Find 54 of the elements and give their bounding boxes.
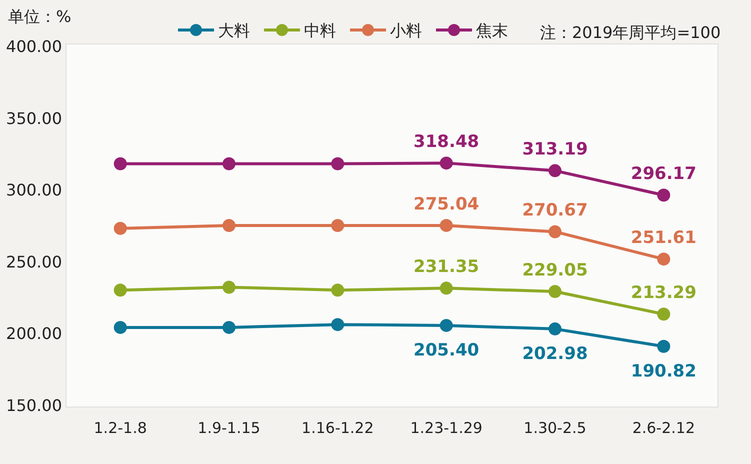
y-tick-label: 200.00 — [6, 324, 62, 344]
point — [657, 340, 670, 353]
x-tick-label: 2.6-2.12 — [632, 419, 696, 437]
point — [331, 219, 344, 232]
data-label: 318.48 — [414, 132, 480, 152]
data-label: 231.35 — [414, 257, 480, 278]
point — [548, 164, 562, 178]
point — [440, 156, 453, 170]
point — [548, 284, 562, 298]
y-axis-title: 单位：% — [8, 7, 72, 26]
data-label: 190.82 — [630, 361, 696, 382]
x-tick-label: 1.16-1.22 — [302, 419, 374, 437]
text: 注：2019年周平均=100 — [540, 23, 721, 42]
point — [222, 219, 236, 232]
legend-label: 大料 — [218, 21, 250, 40]
point — [548, 225, 562, 238]
x-tick-label: 1.23-1.29 — [410, 419, 482, 437]
legend-label: 中料 — [304, 21, 336, 40]
point — [657, 252, 670, 266]
data-label: 205.40 — [414, 340, 480, 360]
point — [657, 308, 670, 321]
x-tick-label: 1.9-1.15 — [198, 419, 260, 437]
point — [440, 218, 453, 232]
data-label: 251.61 — [630, 228, 696, 248]
legend-label: 焦末 — [476, 21, 508, 40]
point — [114, 284, 127, 297]
data-label: 270.67 — [522, 200, 588, 221]
data-label: 296.17 — [630, 164, 696, 184]
legend-label: 小料 — [390, 21, 422, 40]
y-tick-label: 250.00 — [6, 252, 62, 272]
data-label: 275.04 — [414, 194, 480, 214]
data-label: 213.29 — [630, 283, 696, 304]
data-label: 229.05 — [522, 260, 588, 280]
x-tick-label: 1.2-1.8 — [94, 419, 147, 437]
data-label: 313.19 — [522, 140, 588, 160]
point — [331, 157, 344, 170]
point — [440, 282, 453, 295]
point — [440, 318, 453, 332]
point — [114, 320, 127, 334]
point — [222, 280, 236, 294]
y-tick-label: 300.00 — [6, 180, 62, 200]
x-tick-label: 1.30-2.5 — [524, 419, 586, 437]
y-tick-label: 350.00 — [6, 108, 62, 128]
point — [114, 222, 127, 235]
point — [331, 284, 344, 297]
y-tick-label: 150.00 — [6, 396, 62, 415]
point — [331, 318, 344, 332]
point — [222, 157, 236, 170]
point — [114, 157, 127, 170]
point — [548, 322, 562, 336]
point — [222, 320, 236, 334]
y-tick-label: 400.00 — [6, 37, 62, 56]
data-label: 202.98 — [522, 344, 588, 364]
point — [657, 188, 670, 202]
